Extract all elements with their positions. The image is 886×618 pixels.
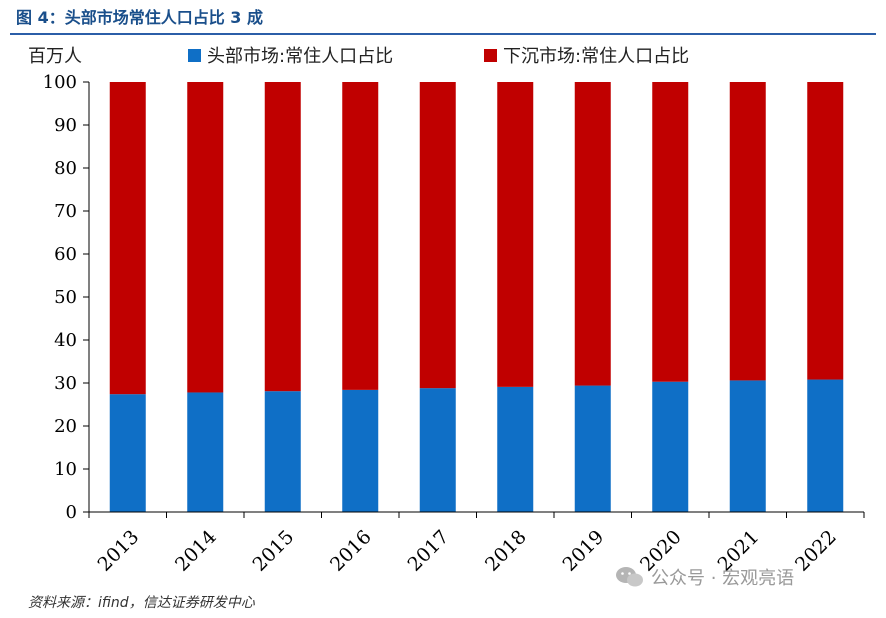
bar-head-market bbox=[109, 394, 146, 512]
bars bbox=[109, 82, 844, 512]
legend-label-head-market: 头部市场:常住人口占比 bbox=[207, 46, 394, 67]
y-tick-label: 10 bbox=[54, 459, 77, 480]
bar-head-market bbox=[574, 385, 611, 512]
y-tick-label: 0 bbox=[66, 502, 77, 523]
x-tick-label: 2017 bbox=[404, 526, 454, 576]
legend-label-lower-tier-market: 下沉市场:常住人口占比 bbox=[503, 46, 690, 67]
y-tick-label: 80 bbox=[54, 158, 77, 179]
x-tick-label: 2013 bbox=[94, 526, 144, 576]
figure-title: 图 4：头部市场常住人口占比 3 成 bbox=[16, 8, 263, 27]
bar-lower-tier-market bbox=[729, 82, 766, 381]
x-tick-label: 2019 bbox=[559, 526, 609, 576]
bar-head-market bbox=[187, 392, 224, 512]
title-divider bbox=[10, 33, 876, 35]
x-tick-label: 2018 bbox=[481, 526, 531, 576]
y-tick-label: 90 bbox=[54, 115, 77, 136]
wechat-icon bbox=[616, 567, 643, 587]
y-tick-label: 20 bbox=[54, 416, 77, 437]
y-tick-label: 30 bbox=[54, 373, 77, 394]
y-tick-label: 50 bbox=[54, 287, 77, 308]
bar-lower-tier-market bbox=[807, 82, 844, 380]
bar-lower-tier-market bbox=[574, 82, 611, 386]
y-axis: 0 10 20 30 40 50 60 70 80 90 100 bbox=[43, 72, 90, 523]
legend-item-head-market: 头部市场:常住人口占比 bbox=[188, 42, 393, 68]
bar-head-market bbox=[652, 381, 689, 512]
bar-head-market bbox=[419, 388, 456, 512]
legend-swatch-lower-tier-market bbox=[484, 48, 497, 62]
bar-head-market bbox=[497, 386, 534, 512]
y-axis-label: 百万人 bbox=[28, 46, 82, 67]
bar-lower-tier-market bbox=[109, 82, 146, 395]
legend-item-lower-tier-market: 下沉市场:常住人口占比 bbox=[484, 42, 689, 68]
legend-swatch-head-market bbox=[188, 48, 201, 62]
y-tick-label: 70 bbox=[54, 201, 77, 222]
x-tick-label: 2022 bbox=[791, 526, 841, 576]
bar-lower-tier-market bbox=[652, 82, 689, 382]
bar-head-market bbox=[729, 380, 766, 512]
watermark: 公众号 · 宏观亮语 bbox=[615, 564, 794, 590]
bar-head-market bbox=[807, 379, 844, 512]
watermark-text: 公众号 · 宏观亮语 bbox=[651, 568, 795, 589]
x-tick-label: 2016 bbox=[326, 526, 376, 576]
bar-lower-tier-market bbox=[264, 82, 301, 392]
bar-head-market bbox=[342, 389, 379, 512]
bar-lower-tier-market bbox=[497, 82, 534, 387]
bar-lower-tier-market bbox=[419, 82, 456, 389]
x-tick-label: 2014 bbox=[171, 526, 221, 576]
y-tick-label: 60 bbox=[54, 244, 77, 265]
source-note: 资料来源：ifind，信达证券研发中心 bbox=[28, 595, 255, 611]
bar-head-market bbox=[264, 391, 301, 512]
bar-lower-tier-market bbox=[342, 82, 379, 390]
bar-lower-tier-market bbox=[187, 82, 224, 393]
x-tick-label: 2015 bbox=[249, 526, 299, 576]
y-tick-label: 40 bbox=[54, 330, 77, 351]
y-tick-label: 100 bbox=[43, 72, 77, 93]
